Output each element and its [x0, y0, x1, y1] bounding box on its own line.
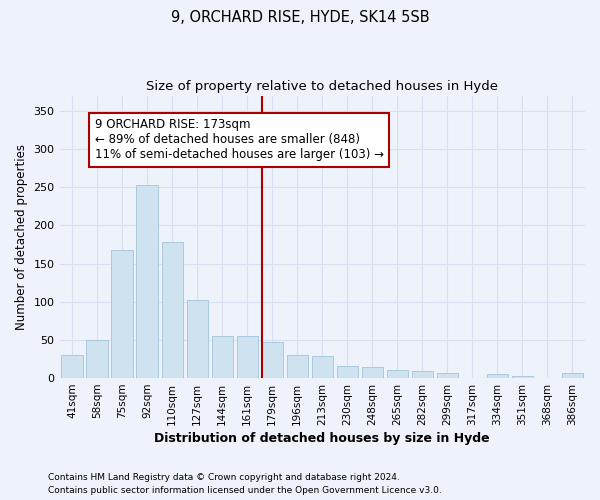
Text: 9 ORCHARD RISE: 173sqm
← 89% of detached houses are smaller (848)
11% of semi-de: 9 ORCHARD RISE: 173sqm ← 89% of detached…: [95, 118, 383, 162]
Bar: [86, 340, 108, 378]
Bar: [236, 336, 258, 378]
Bar: [387, 370, 408, 378]
Bar: [337, 366, 358, 378]
Text: Contains public sector information licensed under the Open Government Licence v3: Contains public sector information licen…: [48, 486, 442, 495]
Bar: [362, 366, 383, 378]
Y-axis label: Number of detached properties: Number of detached properties: [15, 144, 28, 330]
Text: 9, ORCHARD RISE, HYDE, SK14 5SB: 9, ORCHARD RISE, HYDE, SK14 5SB: [170, 10, 430, 25]
Bar: [562, 374, 583, 378]
Bar: [311, 356, 333, 378]
Text: Contains HM Land Registry data © Crown copyright and database right 2024.: Contains HM Land Registry data © Crown c…: [48, 474, 400, 482]
Bar: [287, 355, 308, 378]
Bar: [512, 376, 533, 378]
Bar: [112, 250, 133, 378]
Bar: [262, 342, 283, 378]
Bar: [212, 336, 233, 378]
Bar: [161, 242, 183, 378]
X-axis label: Distribution of detached houses by size in Hyde: Distribution of detached houses by size …: [154, 432, 490, 445]
Bar: [487, 374, 508, 378]
Bar: [136, 185, 158, 378]
Bar: [412, 371, 433, 378]
Title: Size of property relative to detached houses in Hyde: Size of property relative to detached ho…: [146, 80, 498, 93]
Bar: [437, 372, 458, 378]
Bar: [61, 355, 83, 378]
Bar: [187, 300, 208, 378]
